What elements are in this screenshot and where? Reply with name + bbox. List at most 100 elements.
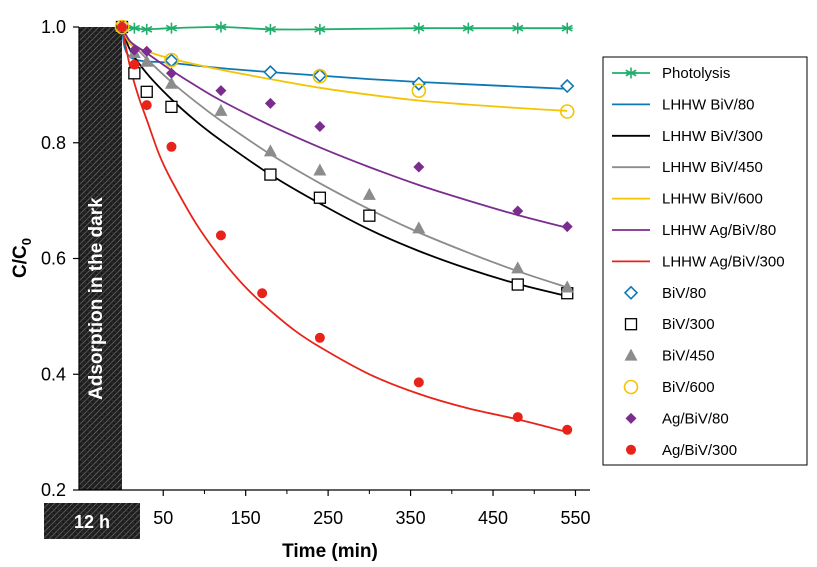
series-ag-biv-80-point [264,97,276,109]
legend-entry-lhhw-ag-biv-300: LHHW Ag/BiV/300 [612,253,785,270]
series-ag-biv-300-point [215,230,226,241]
legend-label: LHHW BiV/300 [662,128,763,145]
series-ag-biv-300-point [166,141,177,152]
dark-time-box [44,503,140,539]
series-biv-300-point [165,100,178,114]
series-ag-biv-80-point [128,44,140,56]
legend-entry-biv-300: BiV/300 [624,316,715,333]
legend-entry-ag-biv-300: Ag/BiV/300 [626,442,737,459]
line-photolysis [121,26,568,31]
legend-entry-ag-biv-80: Ag/BiV/80 [625,410,729,427]
line-photolysis-point [264,23,277,35]
line-lhhw-ag-biv-300 [121,26,568,433]
series-biv-450-point [511,261,525,274]
series-biv-450-point [140,54,154,67]
series-biv-450-point [560,280,574,293]
y-axis-title-main: C/C [10,245,31,278]
series-biv-80 [114,19,575,94]
y-tick-label: 0.8 [41,133,66,153]
series-ag-biv-300-point [257,288,268,299]
series-ag-biv-300-point [512,412,523,423]
legend-label: Ag/BiV/300 [662,442,737,459]
series-biv-300-point [140,85,153,98]
series-ag-biv-80-point [165,67,177,79]
series-biv-450-point [412,221,426,234]
x-tick-label: 250 [313,508,343,528]
series-ag-biv-80-point [413,161,425,173]
series-biv-300-point [264,168,277,181]
legend-entry-photolysis: Photolysis [612,65,730,82]
y-axis-title: C/C0 [10,238,34,278]
legend-label: Ag/BiV/80 [662,410,729,427]
line-lhhw-ag-biv-80 [121,26,568,229]
line-photolysis-point [215,21,227,33]
series-biv-300-point [363,209,376,222]
legend-marker [624,348,638,361]
series-ag-biv-80 [116,21,573,233]
legend-entry-lhhw-biv-80: LHHW BiV/80 [612,96,755,113]
legend-marker [626,444,636,455]
series-biv-80-point [263,65,278,80]
legend-marker [625,67,637,79]
fit-lines [116,21,573,433]
legend-label: LHHW BiV/80 [662,96,755,113]
legend-marker [623,285,639,300]
series-ag-biv-80-point [141,45,153,57]
x-tick-label: 350 [396,508,426,528]
legend-marker [623,379,639,395]
series-ag-biv-300-point [117,22,127,32]
series-biv-450-point [263,144,277,157]
legend-label: LHHW BiV/600 [662,191,763,208]
dark-region-label: Adsorption in the dark [86,197,107,400]
line-photolysis-point [128,22,140,34]
series-ag-biv-300-point [314,332,325,343]
line-photolysis-point [413,22,425,34]
legend: Photolysis LHHW BiV/80 LHHW BiV/300 LHHW Bi… [612,65,785,459]
legend-entry-lhhw-biv-300: LHHW BiV/300 [612,128,763,145]
series-ag-biv-80-point [512,205,524,217]
legend-entry-biv-600: BiV/600 [623,379,715,396]
legend-label: LHHW BiV/450 [662,159,763,176]
series-biv-600-point [411,83,427,98]
series-biv-450-point [362,187,376,200]
x-ticks: 50 150 250 350 450 550 [153,490,590,528]
series-ag-biv-300-point [562,424,573,435]
line-photolysis-point [165,22,178,34]
y-tick-label: 1.0 [41,17,66,37]
legend-entry-biv-450: BiV/450 [624,348,715,365]
line-lhhw-biv-300 [121,26,568,297]
series-biv-80-point [560,78,575,94]
y-tick-label: 0.4 [41,364,66,384]
legend-label: BiV/450 [662,348,715,365]
series-ag-biv-300-point [141,100,152,111]
series-biv-80-point [312,68,328,83]
legend-entry-lhhw-biv-450: LHHW BiV/450 [612,159,763,176]
legend-label: LHHW Ag/BiV/80 [662,222,776,239]
legend-entry-lhhw-ag-biv-80: LHHW Ag/BiV/80 [612,222,776,239]
y-tick-label: 0.6 [41,249,66,269]
svg-text:C/C0: C/C0 [10,238,34,278]
series-ag-biv-300 [117,22,573,435]
legend-label: Photolysis [662,65,730,82]
series-biv-600-point [114,19,130,35]
series-ag-biv-80-point [314,121,326,133]
x-tick-label: 450 [478,508,508,528]
line-photolysis-point [314,23,326,35]
series-ag-biv-80-point [215,85,227,97]
series-biv-300-point [313,191,327,204]
x-tick-label: 50 [153,508,173,528]
legend-marker [625,412,637,424]
legend-label: BiV/80 [662,285,706,302]
y-ticks: 0.2 0.4 0.6 0.8 1.0 [41,17,79,500]
line-photolysis-point [561,22,573,34]
x-axis-title: Time (min) [282,541,378,562]
y-axis-title-sub: 0 [19,238,34,245]
series-biv-300 [115,20,574,300]
series-ag-biv-300-point [413,377,424,388]
series-biv-450-point [214,103,228,116]
line-lhhw-biv-80 [121,26,568,90]
line-lhhw-biv-600 [121,26,568,112]
series-biv-600-point [164,52,179,68]
series-biv-450-point [164,76,178,89]
